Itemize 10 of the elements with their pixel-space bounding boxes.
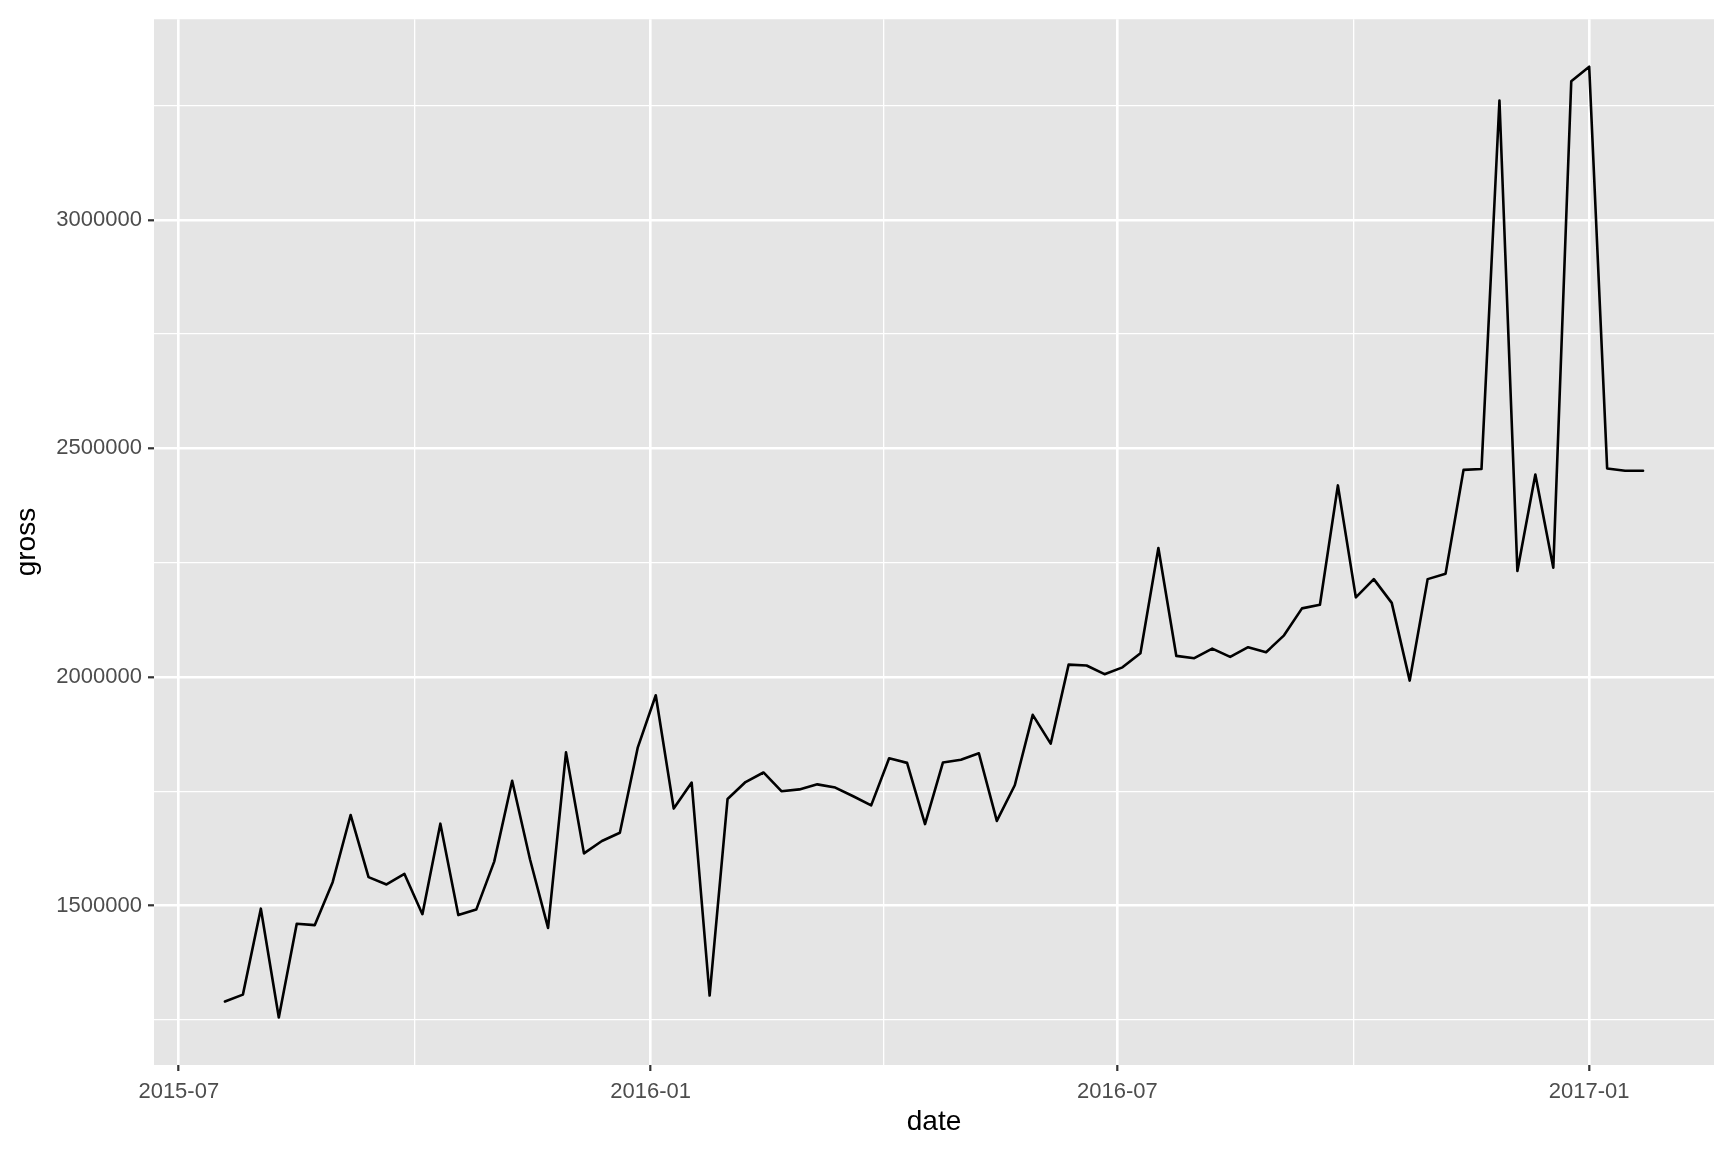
x-axis-title: date: [906, 1104, 962, 1136]
y-tick-label: 2000000: [56, 663, 142, 688]
y-tick-label: 2500000: [56, 434, 142, 460]
y-axis-title: gross: [9, 507, 41, 577]
y-tick-label: 1500000: [56, 891, 142, 917]
x-tick-label: 2016-07: [1076, 1078, 1158, 1104]
y-tick-label: 3000000: [56, 205, 142, 231]
x-tick-label: 2015-07: [138, 1078, 220, 1104]
x-tick-label: 2017-01: [1548, 1078, 1630, 1104]
x-tick-label: 2016-01: [610, 1078, 692, 1104]
